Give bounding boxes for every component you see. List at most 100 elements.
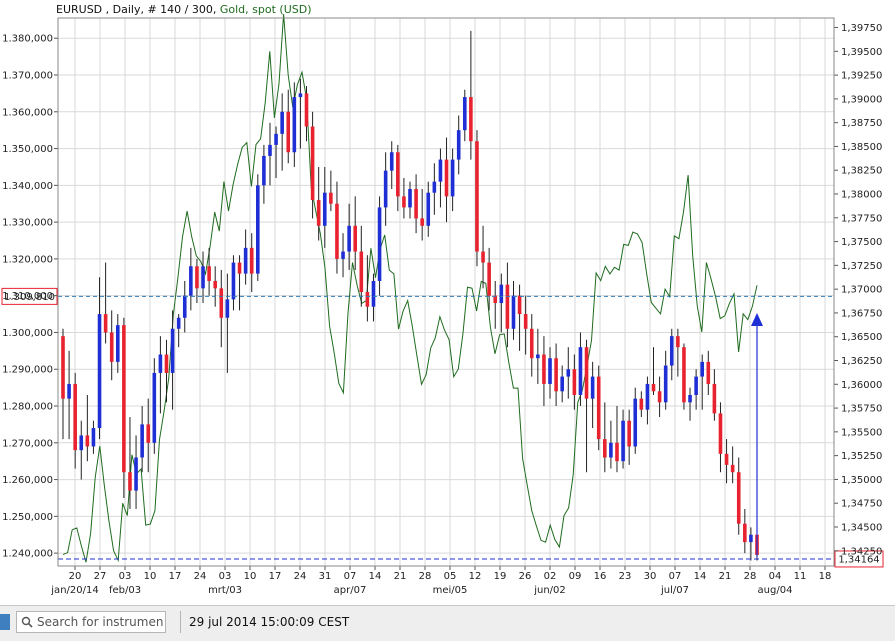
x-tick-label: 03 [219, 571, 232, 582]
candle-body-up [231, 262, 236, 300]
candle [627, 409, 631, 465]
candle-body-down [718, 413, 723, 454]
level-lines-layer: 1.309,810 1,34164 [1, 287, 884, 568]
candle-body-up [91, 428, 96, 447]
x-tick-label: 07 [669, 571, 682, 582]
candle-body-up [566, 369, 571, 377]
right-tick-label: 1,36500 [841, 332, 882, 343]
x-month-label: mei/05 [433, 585, 468, 596]
candles-layer [61, 30, 759, 561]
candle [365, 255, 370, 322]
candle [432, 163, 437, 215]
candle [523, 295, 528, 355]
candle [621, 409, 625, 469]
candle-body-up [170, 328, 175, 373]
search-input[interactable] [37, 613, 163, 631]
candle-body-down [207, 266, 211, 281]
left-tick-label: 1.330,000 [2, 218, 53, 229]
candle-body-up [669, 336, 674, 366]
candle-body-up [176, 317, 181, 329]
x-tick-label: 17 [269, 571, 282, 582]
candle-body-down [219, 288, 224, 318]
current-price-label: 1.309,810 [4, 292, 55, 303]
candle [73, 372, 77, 469]
candle-body-up [432, 181, 437, 193]
candle [316, 166, 321, 241]
candle [700, 354, 705, 410]
candle-body-up [663, 365, 668, 403]
axes-layer: 1.240,000 1.250,000 1.260,000 1.270,000 1.28… [2, 23, 882, 596]
candle [749, 527, 753, 561]
right-tick-label: 1,35250 [841, 451, 882, 462]
x-tick-label: 21 [394, 571, 407, 582]
candle-body-up [67, 383, 71, 399]
candle-body-down [542, 354, 546, 384]
right-tick-label: 1,38750 [841, 118, 882, 129]
candle [182, 280, 187, 333]
instrument-panel-icon[interactable] [0, 614, 10, 630]
search-box[interactable] [16, 611, 166, 633]
candle-body-down [335, 203, 339, 259]
candle [651, 347, 656, 395]
candle-body-down [572, 369, 577, 395]
candle [560, 365, 564, 403]
candle [243, 229, 248, 285]
last-level-box [834, 550, 884, 568]
candle-body-down [487, 262, 491, 296]
right-tick-label: 1,34500 [841, 522, 882, 533]
candle [706, 350, 711, 395]
candle [462, 89, 467, 142]
candle [736, 457, 741, 535]
candle [67, 350, 71, 440]
candle-body-down [103, 314, 108, 333]
candle [402, 177, 406, 219]
candle [322, 166, 327, 248]
candle [274, 126, 278, 178]
chart-area[interactable]: 1.309,810 1,34164 1.240,000 1.250,000 1.260… [0, 0, 895, 605]
candle-body-down [61, 336, 65, 399]
candle [256, 174, 260, 281]
candle-body-down [304, 93, 309, 127]
x-tick-label: 11 [794, 571, 807, 582]
candle [164, 339, 169, 403]
candle-body-up [182, 295, 187, 318]
candle [146, 398, 151, 473]
candle-body-up [456, 130, 461, 160]
candle [170, 310, 175, 410]
candle [493, 280, 498, 329]
candle-body-up [158, 354, 163, 373]
candlestick-chart[interactable]: 1.309,810 1,34164 1.240,000 1.250,000 1.260… [0, 0, 895, 605]
candle-body-up [462, 97, 467, 131]
x-tick-label: 14 [694, 571, 707, 582]
candle-body-down [475, 141, 479, 252]
candle [578, 332, 583, 407]
candle [195, 258, 199, 304]
candle-body-down [249, 247, 254, 274]
candle [712, 369, 717, 421]
candle [310, 111, 315, 219]
candle-body-up [450, 159, 455, 197]
candle-body-down [523, 314, 528, 329]
candle [304, 86, 309, 142]
plot-background [58, 18, 834, 566]
candle-body-down [128, 472, 132, 491]
candle-body-up [347, 225, 351, 252]
chart-header: EURUSD , Daily, # 140 / 300, Gold, spot … [56, 3, 312, 16]
candle [554, 343, 558, 407]
x-tick-label: 14 [369, 571, 382, 582]
up-arrow-head [751, 313, 763, 326]
candle-body-up [560, 376, 564, 392]
candle-body-down [493, 295, 498, 304]
candle-body-up [383, 170, 388, 208]
x-tick-label: 27 [94, 571, 107, 582]
candle-body-up [140, 424, 144, 458]
right-tick-label: 1,37750 [841, 213, 882, 224]
candle-body-up [225, 299, 230, 318]
candle-body-up [298, 93, 303, 98]
candle [329, 170, 333, 212]
x-tick-label: 02 [544, 571, 557, 582]
candle [469, 30, 473, 160]
candle [645, 376, 650, 425]
candle [377, 196, 382, 296]
x-month-label: jun/02 [533, 585, 566, 596]
